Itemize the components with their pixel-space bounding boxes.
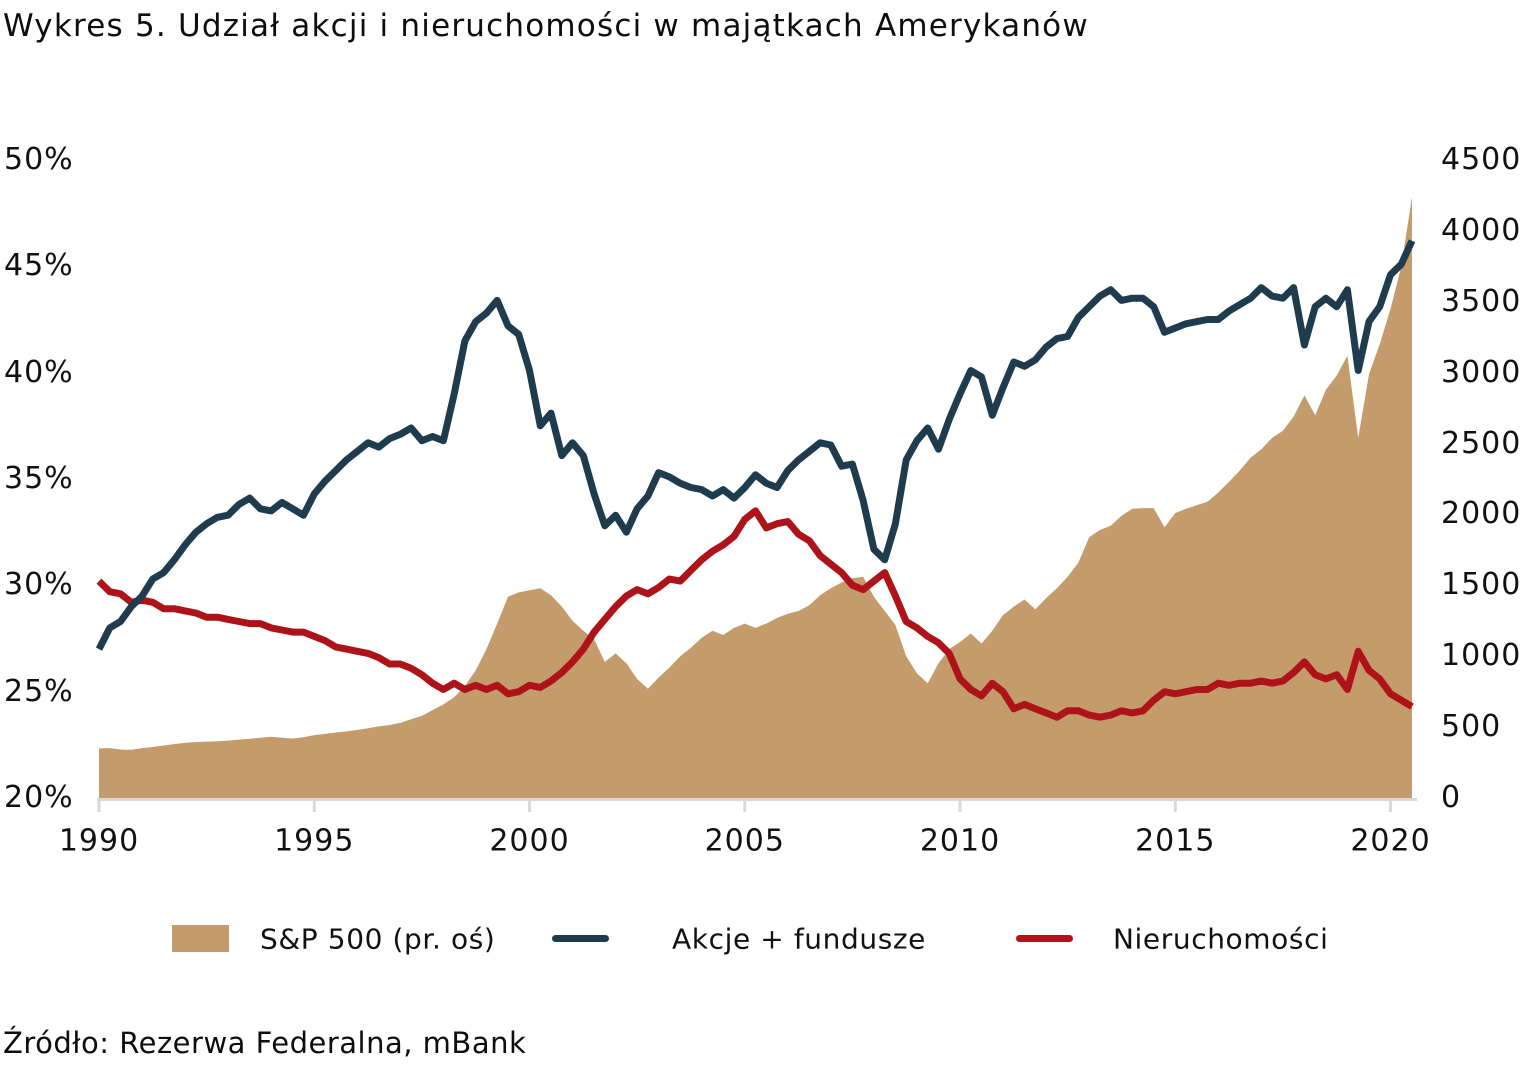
right-axis-tick-label: 3500: [1441, 283, 1522, 319]
right-axis-tick-label: 2000: [1441, 496, 1522, 532]
legend-swatches: [172, 925, 1073, 952]
right-axis-tick-label: 1000: [1441, 638, 1522, 674]
right-axis-tick-label: 0: [1441, 779, 1462, 815]
right-axis-tick-label: 4000: [1441, 212, 1522, 248]
x-axis-ticks: [97, 801, 1392, 812]
x-axis-tick-label: 1990: [58, 823, 140, 859]
left-axis-tick-label: 35%: [4, 460, 74, 496]
left-axis-tick-label: 20%: [4, 779, 74, 815]
legend-label: S&P 500 (pr. oś): [260, 922, 496, 956]
legend-label: Akcje + fundusze: [672, 922, 927, 956]
nieruchomosci-line-series: [96, 507, 1414, 721]
right-axis-tick-label: 1500: [1441, 567, 1522, 603]
right-axis-tick-label: 3000: [1441, 354, 1522, 390]
right-axis-tick-label: 2500: [1441, 425, 1522, 461]
x-axis-tick-label: 2005: [704, 823, 785, 859]
x-axis-tick-label: 1995: [274, 823, 355, 859]
akcje-line-series: [95, 239, 1416, 651]
right-axis-tick-label: 500: [1441, 708, 1502, 744]
right-axis-tick-label: 4500: [1441, 141, 1522, 177]
left-axis-tick-label: 40%: [4, 354, 74, 390]
x-axis-tick-label: 2010: [919, 823, 1001, 859]
legend-swatch-line: [552, 935, 609, 942]
legend-swatch-line: [1016, 935, 1073, 942]
left-axis-tick-label: 45%: [4, 248, 74, 284]
x-axis-tick-label: 2000: [489, 823, 570, 859]
left-axis-tick-label: 30%: [4, 567, 74, 603]
source-note: Źródło: Rezerwa Federalna, mBank: [3, 1026, 527, 1060]
left-axis-tick-label: 50%: [4, 141, 74, 177]
left-axis-tick-label: 25%: [4, 673, 74, 709]
x-axis-tick-label: 2020: [1350, 823, 1431, 859]
legend-label: Nieruchomości: [1113, 922, 1329, 956]
sp500-area-series: [99, 196, 1412, 798]
x-axis-tick-label: 2015: [1135, 823, 1216, 859]
chart-title: Wykres 5. Udział akcji i nieruchomości w…: [3, 8, 1089, 44]
legend-swatch-area: [172, 925, 229, 952]
